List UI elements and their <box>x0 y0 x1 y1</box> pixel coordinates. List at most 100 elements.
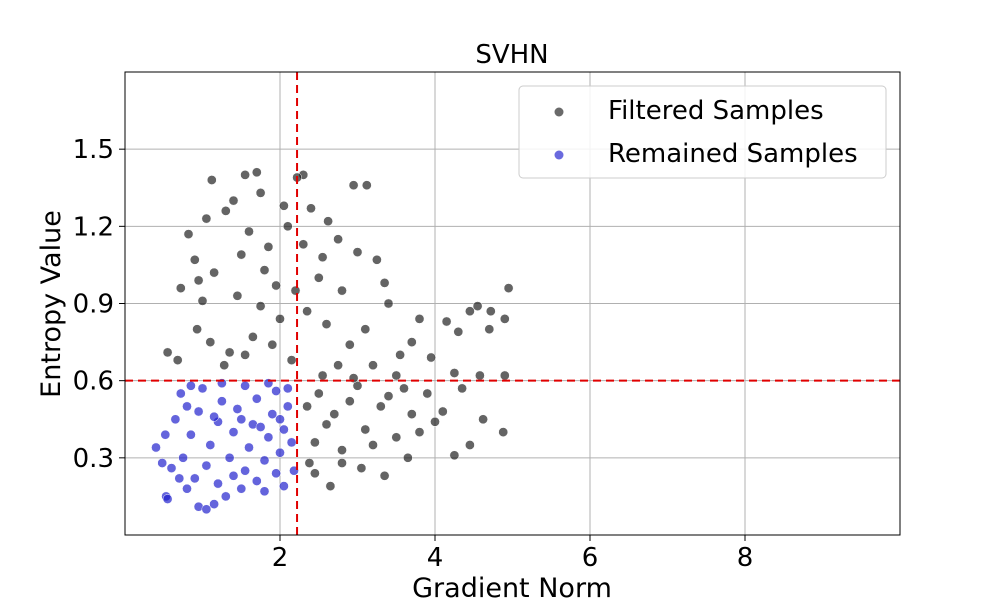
filtered-sample-point <box>205 337 216 347</box>
filtered-sample-point <box>368 360 378 371</box>
legend: Filtered Samples Remained Samples <box>518 85 887 179</box>
remained-sample-point <box>267 409 278 419</box>
remained-sample-point <box>197 383 208 394</box>
filtered-sample-point <box>485 306 496 317</box>
remained-sample-point <box>259 486 270 497</box>
remained-sample-point <box>193 406 204 417</box>
remained-sample-point <box>240 465 250 476</box>
remained-sample-point <box>189 473 200 484</box>
filtered-sample-point <box>162 347 173 358</box>
legend-marker-filtered <box>554 107 564 117</box>
filtered-sample-point <box>406 337 417 347</box>
filtered-sample-point <box>465 440 475 450</box>
filtered-sample-point <box>286 355 297 365</box>
filtered-sample-point <box>193 275 204 286</box>
remained-sample-point <box>205 440 216 450</box>
filtered-sample-point <box>263 242 274 252</box>
remained-sample-point <box>224 452 235 463</box>
remained-sample-point <box>170 414 181 425</box>
filtered-sample-point <box>323 216 333 227</box>
y-tick-label: 0.9 <box>73 290 114 320</box>
filtered-sample-point <box>325 481 336 491</box>
remained-sample-point <box>244 442 254 453</box>
filtered-sample-point <box>317 370 328 381</box>
x-axis-label: Gradient Norm <box>412 573 612 600</box>
remained-sample-point <box>160 429 171 440</box>
filtered-sample-point <box>298 239 309 250</box>
remained-sample-point <box>175 388 186 399</box>
filtered-sample-point <box>192 324 202 335</box>
filtered-sample-point <box>372 254 382 265</box>
remained-sample-point <box>186 429 196 440</box>
remained-sample-point <box>275 447 285 458</box>
filtered-sample-point <box>232 290 243 301</box>
filtered-sample-point <box>255 301 266 311</box>
filtered-sample-point <box>333 234 343 245</box>
filtered-sample-point <box>414 314 425 324</box>
remained-sample-point <box>186 380 196 391</box>
filtered-sample-point <box>475 370 485 381</box>
remained-sample-point <box>151 442 161 453</box>
filtered-sample-point <box>430 416 440 427</box>
filtered-sample-point <box>267 339 278 350</box>
axis-ticks: 2 4 6 8 0.3 0.6 0.9 1.2 1.5 <box>73 135 754 573</box>
filtered-sample-point <box>271 280 281 291</box>
remained-sample-point <box>236 414 247 425</box>
remained-sample-point <box>232 404 243 414</box>
remained-sample-point <box>255 422 266 432</box>
filtered-sample-point <box>197 296 208 306</box>
filtered-sample-point <box>306 203 316 214</box>
filtered-sample-point <box>344 339 355 350</box>
remained-sample-point <box>201 504 212 515</box>
remained-sample-point <box>251 393 262 404</box>
remained-sample-point <box>162 494 173 504</box>
filtered-sample-point <box>399 383 409 394</box>
filtered-sample-point <box>449 368 460 378</box>
filtered-sample-point <box>219 360 230 371</box>
remained-sample-point <box>182 483 192 494</box>
filtered-sample-point <box>499 370 510 381</box>
remained-sample-point <box>282 401 293 412</box>
data-points <box>151 167 514 515</box>
filtered-sample-point <box>414 427 425 437</box>
remained-sample-point <box>271 386 281 396</box>
filtered-sample-point <box>175 283 186 293</box>
remained-sample-point <box>251 476 262 486</box>
legend-marker-remained <box>554 150 564 160</box>
remained-sample-point <box>217 396 227 407</box>
y-tick-label: 1.2 <box>73 212 114 242</box>
filtered-sample-point <box>189 254 200 265</box>
filtered-sample-point <box>361 180 372 191</box>
filtered-sample-point <box>236 249 247 260</box>
remained-sample-point <box>213 478 223 489</box>
filtered-sample-point <box>220 206 231 216</box>
filtered-sample-point <box>321 419 332 430</box>
filtered-sample-point <box>352 247 363 257</box>
filtered-sample-point <box>240 170 250 180</box>
remained-sample-point <box>228 427 239 437</box>
filtered-sample-point <box>201 213 212 224</box>
filtered-sample-point <box>275 314 285 324</box>
remained-sample-point <box>236 483 247 494</box>
filtered-sample-point <box>251 167 262 178</box>
filtered-sample-point <box>172 355 183 365</box>
filtered-sample-point <box>290 285 301 296</box>
filtered-sample-point <box>224 347 235 358</box>
filtered-sample-point <box>478 414 488 425</box>
x-tick-label: 2 <box>272 543 289 573</box>
filtered-sample-point <box>206 175 217 185</box>
filtered-sample-point <box>352 380 363 391</box>
filtered-sample-point <box>403 452 413 463</box>
filtered-sample-point <box>441 316 452 327</box>
filtered-sample-point <box>310 468 320 479</box>
filtered-sample-point <box>391 370 402 381</box>
filtered-sample-point <box>313 272 324 283</box>
filtered-sample-point <box>248 332 258 342</box>
remained-sample-point <box>240 380 250 391</box>
filtered-sample-point <box>344 396 355 407</box>
filtered-sample-point <box>360 324 371 335</box>
filtered-sample-point <box>499 314 510 324</box>
filtered-sample-point <box>244 226 254 237</box>
filtered-sample-point <box>310 437 320 448</box>
filtered-sample-point <box>321 319 332 329</box>
